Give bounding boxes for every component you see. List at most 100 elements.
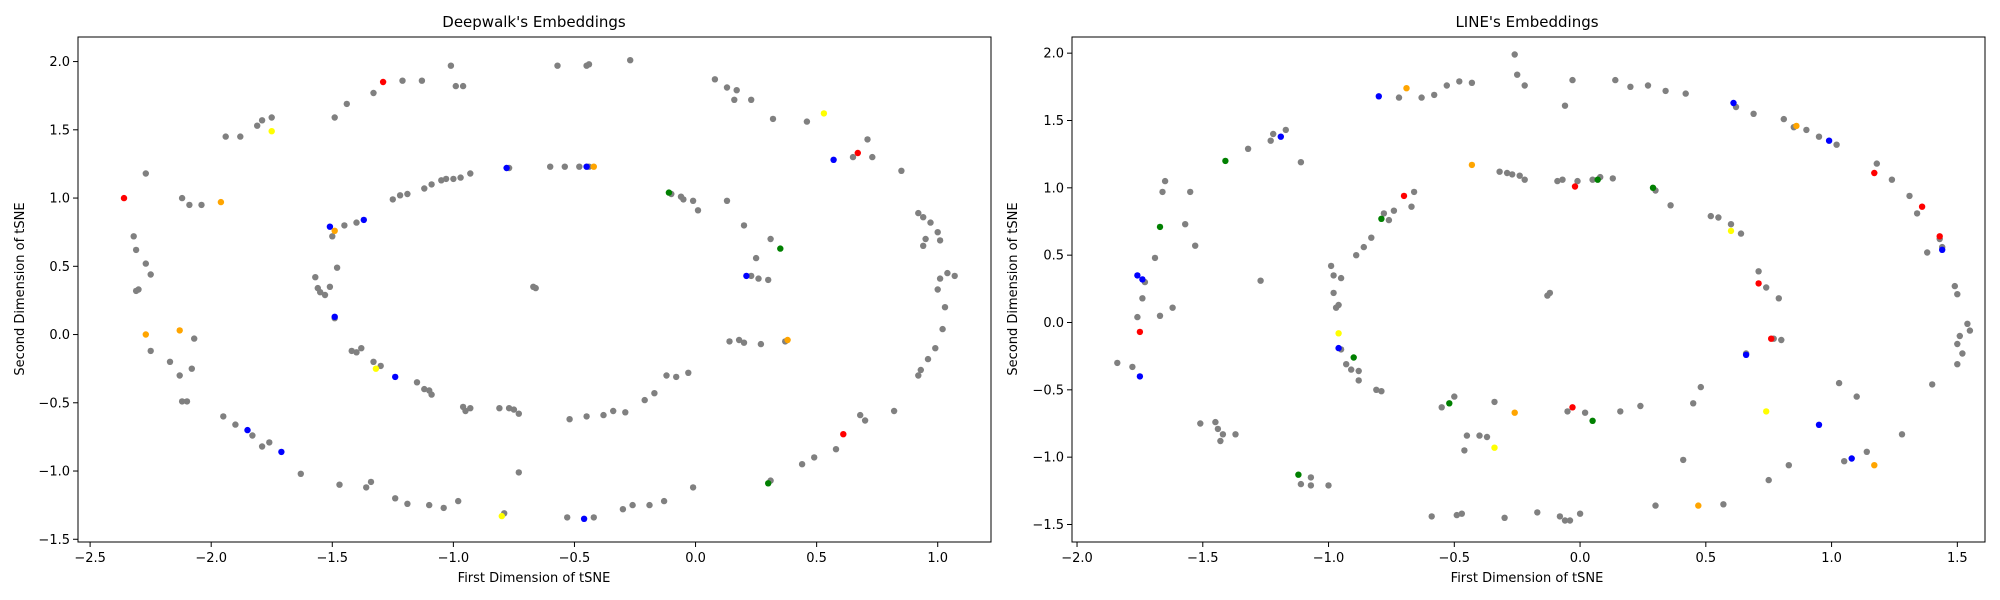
data-point-gray xyxy=(532,284,539,292)
data-point-gray xyxy=(1959,350,1966,357)
data-point-gray xyxy=(440,504,447,512)
data-point-gray xyxy=(450,175,457,183)
data-point-gray xyxy=(1182,221,1189,228)
y-tick-label: 0.0 xyxy=(49,328,70,343)
data-point-gray xyxy=(142,260,149,267)
data-point-gray xyxy=(748,272,755,280)
data-point-gray xyxy=(266,439,273,446)
data-point-gray xyxy=(341,222,348,229)
data-point-gray xyxy=(1873,160,1881,167)
data-point-gray xyxy=(1307,474,1315,481)
data-point-green xyxy=(1350,354,1357,361)
data-point-gray xyxy=(1408,203,1415,210)
data-point-orange xyxy=(784,336,791,344)
data-point-gray xyxy=(183,398,191,405)
data-point-gray xyxy=(1581,409,1589,416)
data-point-gray xyxy=(1169,304,1176,311)
y-tick-label: −1.5 xyxy=(38,533,70,548)
data-point-gray xyxy=(496,405,503,412)
data-point-orange xyxy=(1871,462,1878,469)
data-point-gray xyxy=(1212,418,1219,426)
data-point-red xyxy=(1936,233,1943,240)
data-point-gray xyxy=(326,283,334,290)
data-point-gray xyxy=(1355,377,1362,384)
x-axis-ticks: −2.0 −1.5 −1.0 −0.5 0.0 0.5 1.0 1.5 xyxy=(1061,542,1968,566)
data-point-gray xyxy=(1378,388,1385,395)
data-point-gray xyxy=(312,274,319,281)
data-point-gray xyxy=(767,235,774,243)
data-point-gray xyxy=(915,372,922,379)
data-point-gray xyxy=(1765,476,1772,484)
data-point-gray xyxy=(1159,188,1166,196)
data-point-blue xyxy=(1375,93,1383,100)
data-point-gray xyxy=(583,62,590,69)
data-point-gray xyxy=(1815,133,1823,140)
data-point-gray xyxy=(920,242,927,249)
x-tick-label: −2.0 xyxy=(195,551,227,566)
data-point-gray xyxy=(1461,447,1468,454)
data-point-gray xyxy=(731,96,738,104)
data-point-gray xyxy=(426,501,433,509)
data-point-gray xyxy=(1129,363,1136,371)
data-point-gray xyxy=(1778,336,1785,344)
data-point-gray xyxy=(442,175,450,183)
data-point-gray xyxy=(600,411,607,419)
x-axis-ticks: −2.5 −2.0 −1.5 −1.0 −0.5 0.0 0.5 1.0 xyxy=(74,542,948,566)
data-point-red xyxy=(120,194,128,202)
data-point-gray xyxy=(1443,82,1451,89)
data-point-blue xyxy=(1730,99,1737,107)
data-point-gray xyxy=(1715,214,1722,221)
data-point-gray xyxy=(1564,408,1571,415)
data-point-gray xyxy=(1192,242,1199,249)
data-point-green xyxy=(1649,184,1657,191)
data-point-gray xyxy=(1888,176,1896,183)
data-point-gray xyxy=(857,411,864,419)
data-point-gray xyxy=(798,461,806,468)
data-point-green xyxy=(777,245,784,252)
data-point-gray xyxy=(1395,94,1403,101)
data-point-gray xyxy=(765,276,772,284)
x-tick-label: −2.0 xyxy=(1061,551,1093,566)
data-point-gray xyxy=(917,366,924,374)
data-point-gray xyxy=(1924,249,1931,256)
y-tick-label: 0.0 xyxy=(1043,316,1064,331)
data-point-gray xyxy=(1307,482,1315,489)
data-point-gray xyxy=(1521,82,1528,89)
data-point-gray xyxy=(740,339,748,346)
data-point-gray xyxy=(455,497,462,505)
data-point-gray xyxy=(689,197,697,204)
data-point-gray xyxy=(505,405,513,412)
data-point-gray xyxy=(663,372,670,379)
data-point-orange xyxy=(1695,502,1702,509)
x-tick-label: 1.0 xyxy=(927,551,948,566)
data-point-gray xyxy=(1755,268,1762,275)
data-point-gray xyxy=(467,170,474,177)
data-point-gray xyxy=(1476,432,1483,439)
data-point-gray xyxy=(1431,91,1438,99)
data-point-orange xyxy=(590,163,597,170)
data-point-gray xyxy=(1232,431,1239,438)
data-point-orange xyxy=(176,327,183,334)
data-point-gray xyxy=(936,275,944,282)
data-point-blue xyxy=(1742,351,1750,358)
x-tick-label: −0.5 xyxy=(559,551,591,566)
data-point-gray xyxy=(515,410,522,417)
data-point-gray xyxy=(297,470,304,477)
data-point-gray xyxy=(258,443,266,450)
data-point-gray xyxy=(1559,176,1566,183)
y-tick-label: 1.5 xyxy=(1043,114,1064,129)
x-tick-label: 0.0 xyxy=(1570,551,1591,566)
data-point-gray xyxy=(561,163,568,170)
data-point-gray xyxy=(457,174,464,181)
data-point-yellow xyxy=(268,128,275,135)
data-point-gray xyxy=(1780,115,1788,123)
data-point-gray xyxy=(723,84,731,91)
data-point-red xyxy=(1571,183,1579,190)
data-point-gray xyxy=(1428,513,1435,520)
data-point-gray xyxy=(752,254,760,262)
data-point-green xyxy=(765,480,772,487)
data-point-green xyxy=(1156,223,1164,231)
data-point-gray xyxy=(367,478,375,486)
data-point-blue xyxy=(278,448,285,456)
data-point-gray xyxy=(861,417,869,424)
